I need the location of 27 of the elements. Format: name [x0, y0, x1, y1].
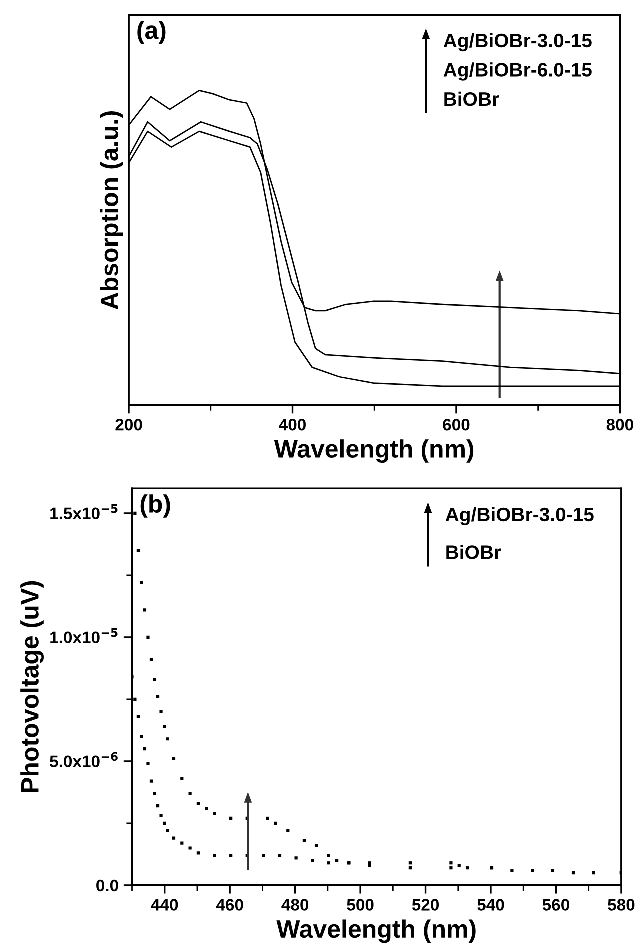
- x-tick-label: 460: [216, 899, 244, 911]
- x-tick-label: 400: [279, 418, 306, 431]
- y-axis-title: Absorption (a.u.): [100, 111, 124, 310]
- x-axis-title: Wavelength (nm): [276, 920, 476, 944]
- annotation: (b): [140, 494, 170, 518]
- x-tick-label: 520: [412, 899, 439, 911]
- x-tick-label: 540: [478, 899, 504, 911]
- y-tick-label: 1.5x10$^{−5}$: [50, 504, 118, 520]
- y-tick-label: 5.0x10$^{−6}$: [50, 752, 118, 768]
- y-tick-label: 1.0x10$^{−5}$: [50, 628, 118, 644]
- x-axis-title: Wavelength (nm): [274, 440, 474, 464]
- annotation: BiOBr: [446, 545, 502, 560]
- x-tick-label: 600: [443, 418, 470, 431]
- text: (a): [138, 21, 166, 44]
- x-tick-label: 500: [347, 899, 374, 911]
- x-tick-label: 800: [606, 418, 634, 431]
- annotation: Ag/BiOBr-3.0-15: [446, 507, 594, 526]
- x-tick-label: 560: [542, 899, 570, 911]
- text: Ag/BiOBr-6.0-15: [444, 62, 592, 81]
- x-tick-label: 440: [151, 899, 178, 911]
- x-tick-label: 580: [608, 899, 635, 911]
- text: Ag/BiOBr-3.0-15: [444, 33, 592, 52]
- x-tick-label: 480: [282, 899, 309, 911]
- y-axis-title: Photovoltage (uV): [20, 581, 44, 792]
- y-tick-label: 0.0: [96, 880, 118, 892]
- annotation: BiOBr: [444, 92, 500, 106]
- x-tick-label: 200: [116, 418, 142, 431]
